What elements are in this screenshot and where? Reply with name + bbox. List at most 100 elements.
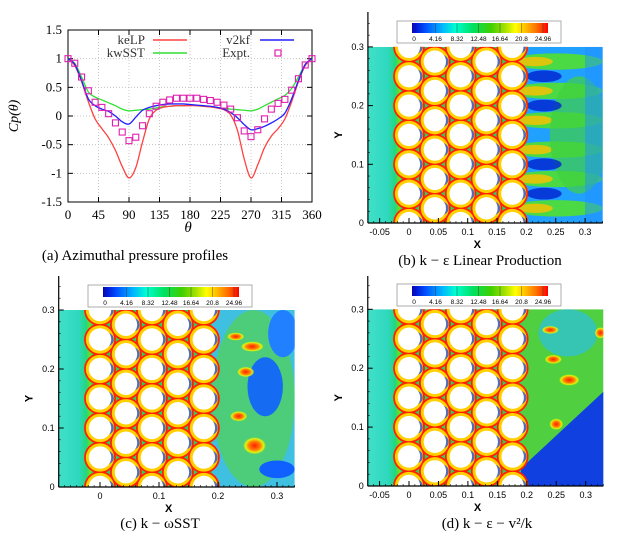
tube bbox=[501, 386, 524, 409]
tube bbox=[475, 342, 498, 365]
colorbar-gradient bbox=[103, 287, 239, 297]
tube bbox=[397, 327, 421, 350]
expt-marker bbox=[125, 137, 133, 145]
expt-marker bbox=[172, 94, 180, 102]
expt-marker bbox=[139, 122, 147, 130]
y-tick-label: 0.3 bbox=[42, 305, 55, 315]
colorbar-tick-label: 16.64 bbox=[492, 299, 509, 306]
tube bbox=[114, 431, 138, 454]
colorbar: 0 4.16 8.32 12.48 16.64 20.8 24.96 bbox=[87, 284, 253, 308]
colorbar-tick-label: 16.64 bbox=[492, 36, 509, 43]
tube bbox=[423, 342, 447, 365]
x-tick-label: 0 bbox=[65, 207, 72, 222]
caption-c: (c) k − ωSST bbox=[120, 516, 200, 532]
colorbar-tick-label: 0 bbox=[412, 299, 416, 306]
tube bbox=[423, 167, 446, 191]
x-axis-label: X bbox=[474, 502, 482, 514]
colorbar-tick-label: 24.96 bbox=[535, 36, 552, 43]
tube bbox=[423, 138, 446, 161]
tube bbox=[501, 445, 524, 468]
tube bbox=[475, 79, 498, 103]
expt-marker bbox=[193, 94, 201, 102]
y-tick-label: 0 bbox=[56, 108, 63, 123]
wake-hotspot bbox=[549, 418, 564, 431]
y-tick-label: 0 bbox=[50, 482, 55, 492]
expt-marker bbox=[91, 98, 99, 106]
colorbar-tick-label: 12.48 bbox=[161, 300, 178, 307]
x-tick-label: 0.15 bbox=[488, 227, 506, 237]
y-tick-label: 0.1 bbox=[42, 423, 55, 433]
tube bbox=[423, 371, 447, 395]
expt-marker bbox=[186, 94, 194, 102]
expt-marker bbox=[78, 73, 86, 81]
tube bbox=[114, 343, 138, 366]
legend-label-v2kf: v2kf bbox=[226, 32, 251, 47]
y-tick-label: 0.2 bbox=[351, 101, 364, 111]
tube bbox=[449, 123, 472, 147]
expt-marker bbox=[111, 119, 119, 127]
x-tick-label: 0.3 bbox=[271, 491, 284, 501]
tube bbox=[475, 167, 498, 191]
expt-marker bbox=[267, 105, 275, 113]
expt-marker bbox=[200, 95, 208, 103]
colorbar-tick-label: 20.8 bbox=[515, 299, 528, 306]
series-line-kelp bbox=[67, 58, 313, 179]
tube bbox=[449, 386, 473, 409]
colorbar-tick-label: 20.8 bbox=[206, 300, 219, 307]
colorbar-tick-label: 24.96 bbox=[535, 299, 552, 306]
y-tick-label: 0 bbox=[359, 481, 364, 491]
y-tick-label: 0.3 bbox=[351, 304, 364, 314]
tube bbox=[449, 357, 473, 380]
tube bbox=[140, 416, 164, 440]
expt-marker bbox=[288, 86, 296, 94]
x-tick-label: 0 bbox=[406, 490, 411, 500]
tube bbox=[423, 197, 446, 220]
tube bbox=[423, 312, 447, 336]
y-tick-label: 0 bbox=[359, 218, 364, 228]
expt-marker bbox=[274, 99, 282, 107]
colorbar-tick-label: 8.32 bbox=[451, 36, 464, 43]
expt-marker bbox=[213, 98, 221, 106]
x-tick-label: 0.2 bbox=[521, 490, 534, 500]
wake-low bbox=[526, 158, 562, 171]
x-axis-label: θ bbox=[184, 220, 192, 236]
expt-marker bbox=[132, 133, 140, 141]
wake-hotspot bbox=[558, 374, 580, 386]
tube bbox=[423, 430, 447, 454]
wake-jet-core bbox=[517, 174, 553, 184]
colorbar-tick-label: 0 bbox=[412, 36, 416, 43]
tube bbox=[192, 328, 216, 351]
wake-hotspot bbox=[594, 326, 604, 339]
x-tick-label: 360 bbox=[302, 207, 322, 222]
y-tick-label: -1 bbox=[51, 165, 62, 180]
expt-marker bbox=[233, 114, 241, 122]
tube bbox=[501, 153, 524, 176]
caption-a: (a) Azimuthal pressure profiles bbox=[42, 248, 228, 264]
y-axis-label: Y bbox=[333, 131, 345, 139]
tube bbox=[140, 446, 164, 469]
tube bbox=[475, 401, 498, 424]
tube bbox=[449, 153, 472, 176]
expt-marker bbox=[84, 87, 92, 95]
legend-swatch-expt bbox=[274, 49, 282, 57]
colorbar-gradient bbox=[412, 23, 548, 33]
expt-marker bbox=[152, 102, 160, 110]
tube bbox=[449, 415, 473, 439]
x-tick-label: 0.1 bbox=[462, 490, 475, 500]
legend: keLP v2kf kwSST Expt. bbox=[107, 32, 294, 60]
tube bbox=[88, 446, 112, 469]
tube bbox=[501, 182, 524, 205]
colorbar-tick-label: 12.48 bbox=[470, 299, 487, 306]
tube bbox=[475, 50, 498, 73]
y-axis-label: Y bbox=[24, 394, 36, 402]
wake-jet-core bbox=[517, 115, 553, 125]
tube bbox=[449, 327, 473, 350]
tube bbox=[475, 460, 498, 483]
tube bbox=[166, 313, 190, 336]
caption-d: (d) k − ε − v²/k bbox=[442, 516, 533, 532]
colorbar-tick-label: 12.48 bbox=[470, 36, 487, 43]
wake-low bbox=[520, 391, 604, 486]
colorbar: 0 4.16 8.32 12.48 16.64 20.8 24.96 bbox=[396, 283, 562, 307]
tube bbox=[166, 402, 190, 425]
tube bbox=[140, 357, 164, 381]
